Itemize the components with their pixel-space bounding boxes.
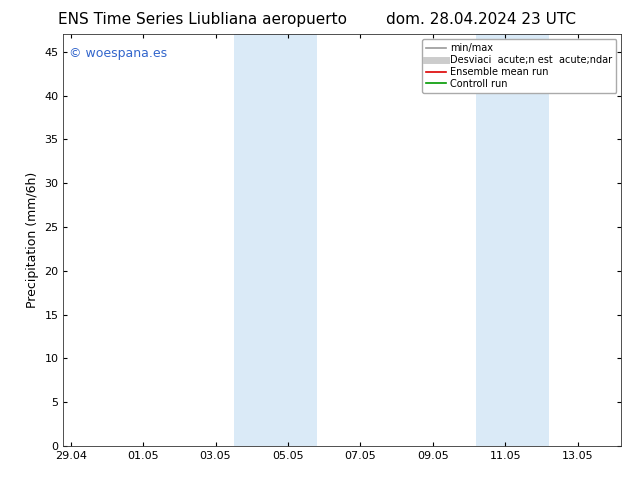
Legend: min/max, Desviaci  acute;n est  acute;ndar, Ensemble mean run, Controll run: min/max, Desviaci acute;n est acute;ndar… <box>422 39 616 93</box>
Text: ENS Time Series Liubliana aeropuerto        dom. 28.04.2024 23 UTC: ENS Time Series Liubliana aeropuerto dom… <box>58 12 576 27</box>
Y-axis label: Precipitation (mm/6h): Precipitation (mm/6h) <box>26 172 39 308</box>
Text: © woespana.es: © woespana.es <box>69 47 167 60</box>
Bar <box>234 34 317 446</box>
Bar <box>476 34 549 446</box>
